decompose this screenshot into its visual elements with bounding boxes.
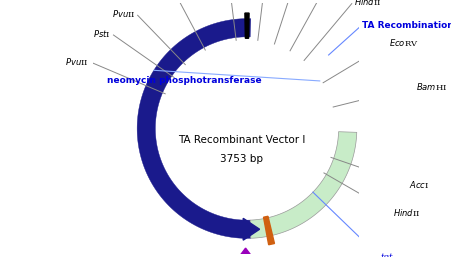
- Polygon shape: [250, 132, 356, 238]
- Text: TA Recombination Site: TA Recombination Site: [361, 21, 451, 30]
- Polygon shape: [243, 218, 259, 240]
- Polygon shape: [263, 216, 274, 245]
- Polygon shape: [244, 13, 249, 38]
- Text: $\mathit{Acc}$I: $\mathit{Acc}$I: [409, 179, 428, 190]
- Text: $\mathit{Eco}$RV: $\mathit{Eco}$RV: [388, 38, 418, 49]
- Text: tet: tet: [379, 253, 392, 257]
- Text: TA Recombinant Vector I: TA Recombinant Vector I: [177, 135, 304, 145]
- Text: $\mathit{Bam}$HI: $\mathit{Bam}$HI: [415, 81, 446, 92]
- Text: $\mathit{Pvu}$II: $\mathit{Pvu}$II: [65, 56, 89, 67]
- Text: neomycin phosphotransferase: neomycin phosphotransferase: [107, 76, 261, 85]
- FancyArrow shape: [234, 248, 256, 257]
- Polygon shape: [137, 19, 250, 238]
- Text: $\mathit{Hind}$II: $\mathit{Hind}$II: [353, 0, 380, 7]
- Text: $\mathit{Pvu}$II: $\mathit{Pvu}$II: [112, 7, 135, 19]
- Text: $\mathit{Hind}$II: $\mathit{Hind}$II: [392, 207, 420, 218]
- Text: 3753 bp: 3753 bp: [219, 154, 262, 164]
- Text: $\mathit{Pst}$I: $\mathit{Pst}$I: [93, 28, 110, 39]
